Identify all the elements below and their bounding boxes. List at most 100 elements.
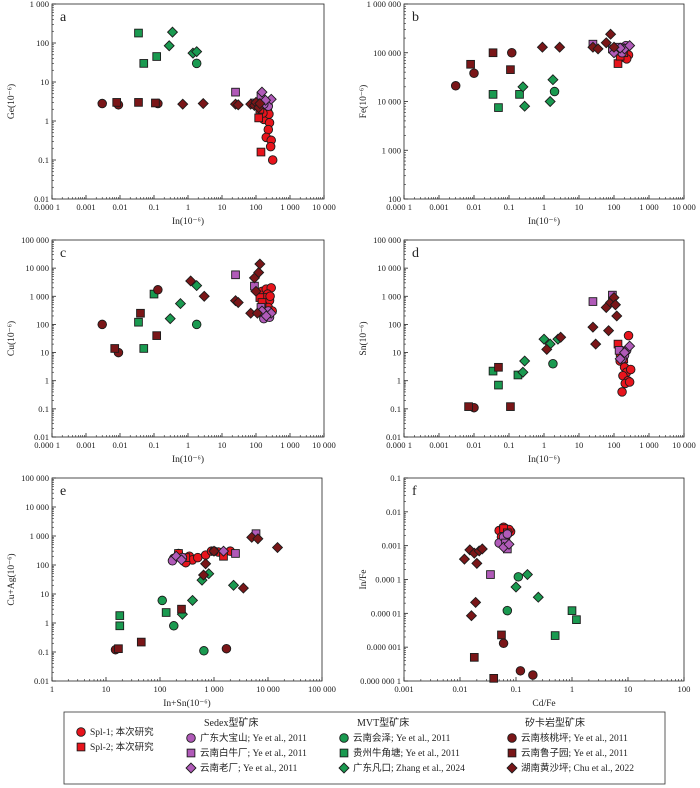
legend-item-label: 广东大宝山; Ye et al., 2011 bbox=[200, 732, 307, 744]
panel-letter: e bbox=[60, 484, 66, 499]
data-point bbox=[250, 285, 262, 297]
data-point bbox=[198, 290, 210, 302]
x-tick-label: 0.1 bbox=[504, 440, 515, 450]
data-point bbox=[506, 402, 515, 411]
data-point bbox=[624, 340, 636, 352]
data-point bbox=[197, 569, 210, 581]
data-point bbox=[548, 359, 558, 369]
x-tick-label: 0.01 bbox=[452, 684, 467, 694]
y-tick-label: 0.000 001 bbox=[367, 642, 401, 652]
data-point bbox=[271, 541, 284, 554]
data-point bbox=[136, 308, 145, 318]
x-tick-label: 1 000 bbox=[280, 440, 299, 450]
data-point bbox=[191, 319, 202, 330]
y-tick-label: 0.001 bbox=[382, 541, 401, 551]
x-tick-label: 10 bbox=[218, 202, 227, 212]
y-tick-label: 1 000 000 bbox=[367, 0, 401, 9]
y-tick-label: 0.000 000 1 bbox=[360, 676, 401, 686]
x-tick-label: 0.000 1 bbox=[34, 440, 60, 450]
x-tick-label: 1 bbox=[186, 202, 190, 212]
y-tick-label: 100 bbox=[36, 319, 49, 329]
data-point bbox=[231, 549, 240, 558]
y-tick-label: 10 bbox=[40, 589, 49, 599]
data-point bbox=[555, 331, 567, 343]
data-point bbox=[232, 99, 244, 111]
data-point bbox=[237, 582, 249, 594]
x-tick-label: 0.1 bbox=[149, 202, 160, 212]
panel-letter: a bbox=[60, 10, 67, 25]
data-point bbox=[253, 266, 265, 279]
y-tick-label: 0.1 bbox=[390, 473, 401, 483]
data-point bbox=[528, 670, 538, 680]
data-point bbox=[263, 124, 274, 135]
y-tick-label: 10 bbox=[40, 77, 49, 87]
data-point bbox=[139, 344, 149, 353]
data-point bbox=[625, 364, 636, 375]
data-point bbox=[614, 353, 626, 365]
y-tick-label: 10 bbox=[392, 348, 401, 358]
data-point bbox=[151, 98, 160, 108]
data-point bbox=[590, 338, 602, 350]
data-point bbox=[488, 48, 498, 58]
y-tick-label: 0.01 bbox=[386, 432, 401, 442]
data-point bbox=[231, 270, 240, 280]
y-tick-label: 10 000 bbox=[25, 502, 49, 512]
y-axis-label: Sn(10⁻⁶) bbox=[358, 321, 369, 355]
data-point bbox=[166, 26, 179, 38]
data-point bbox=[624, 40, 636, 52]
legend-marker bbox=[339, 748, 349, 758]
data-point bbox=[97, 319, 107, 330]
panel-f: f 0.001 0.01 0.1 1 10 100 0.000 000 1 0.000 001 0… bbox=[359, 473, 690, 709]
data-point bbox=[252, 533, 264, 545]
data-point bbox=[521, 568, 534, 581]
data-point bbox=[602, 325, 615, 337]
y-tick-label: 0.1 bbox=[38, 404, 49, 414]
data-point bbox=[256, 86, 268, 98]
data-point bbox=[494, 103, 503, 112]
data-point bbox=[503, 538, 515, 550]
y-tick-label: 0.000 1 bbox=[375, 575, 401, 585]
legend-marker bbox=[507, 748, 517, 758]
data-point bbox=[469, 68, 479, 78]
x-tick-label: 0.001 bbox=[76, 202, 95, 212]
legend-group-title: Sedex型矿床 bbox=[204, 716, 258, 729]
data-point bbox=[208, 545, 220, 557]
data-point bbox=[554, 41, 566, 53]
y-tick-label: 1 bbox=[45, 618, 49, 628]
data-point bbox=[114, 644, 123, 654]
legend-item-label: 云南老厂; Ye et al., 2011 bbox=[200, 762, 298, 774]
legend-item-label: Spl-1; 本次研究 bbox=[90, 726, 154, 738]
data-point bbox=[175, 554, 188, 566]
data-point bbox=[191, 46, 203, 58]
panel-b: b 0.000 1 0.001 0.01 0.1 1 10 100 1 000 10 000 100… bbox=[358, 0, 696, 227]
data-point bbox=[538, 333, 550, 345]
data-point bbox=[494, 362, 503, 372]
y-axis-label: Fe(10⁻⁶) bbox=[358, 85, 369, 119]
legend-item-label: 云南白牛厂; Ye et al., 2011 bbox=[200, 747, 307, 759]
legend-group-title: MVT型矿床 bbox=[357, 716, 409, 729]
data-point bbox=[200, 558, 212, 570]
y-tick-label: 10 000 bbox=[25, 263, 49, 273]
x-tick-label: 10 000 bbox=[312, 440, 336, 450]
y-axis-label: In/Fe bbox=[359, 569, 369, 589]
data-point bbox=[174, 298, 187, 310]
x-tick-label: 1 000 bbox=[639, 440, 658, 450]
data-point bbox=[199, 646, 209, 656]
data-point bbox=[470, 596, 482, 609]
data-point bbox=[515, 666, 526, 676]
data-point bbox=[469, 653, 479, 662]
y-tick-label: 0.01 bbox=[34, 194, 49, 204]
legend-marker bbox=[338, 762, 350, 774]
data-point bbox=[611, 310, 623, 322]
x-tick-label: 10 000 bbox=[256, 684, 280, 694]
data-point bbox=[267, 155, 278, 165]
data-point bbox=[623, 330, 634, 341]
data-point bbox=[169, 621, 179, 631]
data-point bbox=[624, 377, 635, 387]
data-point bbox=[497, 630, 506, 640]
plot-frame bbox=[51, 477, 323, 682]
plot-frame bbox=[51, 3, 325, 200]
y-tick-label: 1 000 bbox=[382, 291, 401, 301]
x-tick-label: 1 bbox=[50, 684, 54, 694]
